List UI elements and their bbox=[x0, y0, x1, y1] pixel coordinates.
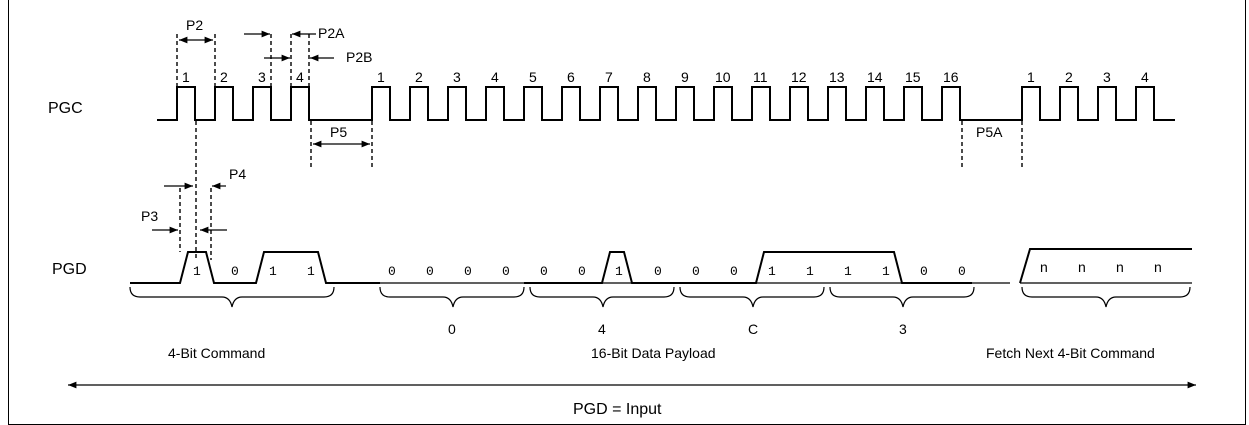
p3-label: P3 bbox=[141, 208, 158, 224]
nibble-value: C bbox=[748, 321, 758, 337]
nibble-values: 0 4 C 3 bbox=[448, 321, 907, 337]
data-bit: 1 bbox=[806, 264, 814, 279]
data-bit: 1 bbox=[307, 264, 315, 279]
nibble-value: 4 bbox=[598, 321, 606, 337]
group-braces bbox=[129, 286, 1191, 308]
data-bit: 0 bbox=[231, 264, 239, 279]
pgd-signal-label: PGD bbox=[52, 261, 87, 278]
data-bit: n bbox=[1116, 259, 1124, 275]
data-bit: 0 bbox=[388, 264, 396, 279]
data-bit: 0 bbox=[920, 264, 928, 279]
p2-timing-marker: P2 bbox=[176, 17, 216, 86]
nibble-brace bbox=[529, 286, 675, 308]
clock-number: 2 bbox=[220, 69, 228, 85]
clock-number: 10 bbox=[715, 69, 731, 85]
command-group-label: 4-Bit Command bbox=[168, 345, 265, 361]
p4-label: P4 bbox=[229, 166, 246, 182]
clock-number: 3 bbox=[258, 69, 266, 85]
data-bit: 1 bbox=[768, 264, 776, 279]
clock-number: 12 bbox=[791, 69, 807, 85]
clock-number: 7 bbox=[605, 69, 613, 85]
pgd-command-bits: 1 0 1 1 bbox=[193, 264, 315, 279]
data-bit: 0 bbox=[464, 264, 472, 279]
data-bit: n bbox=[1154, 259, 1162, 275]
clock-number: 9 bbox=[681, 69, 689, 85]
clock-number: 11 bbox=[753, 69, 768, 85]
pgc-next-clock-numbers: 1 2 3 4 bbox=[1027, 69, 1149, 85]
nibble-value: 3 bbox=[899, 321, 907, 337]
clock-number: 1 bbox=[377, 69, 385, 85]
p2a-p2b-timing-marker: P2A P2B bbox=[244, 25, 372, 86]
pgc-waveform bbox=[157, 86, 1175, 121]
next-command-brace bbox=[1021, 286, 1191, 308]
data-bit: 1 bbox=[269, 264, 277, 279]
command-brace bbox=[129, 286, 335, 308]
data-bit: 0 bbox=[426, 264, 434, 279]
next-command-group-label: Fetch Next 4-Bit Command bbox=[986, 345, 1155, 361]
nibble-brace bbox=[829, 286, 975, 308]
p3-p4-timing-marker: P4 P3 bbox=[141, 121, 246, 260]
data-bit: 0 bbox=[730, 264, 738, 279]
clock-number: 15 bbox=[905, 69, 921, 85]
clock-number: 14 bbox=[867, 69, 883, 85]
pgc-command-clock-numbers: 1 2 3 4 bbox=[182, 69, 304, 85]
clock-number: 3 bbox=[453, 69, 461, 85]
clock-number: 16 bbox=[943, 69, 959, 85]
clock-number: 2 bbox=[415, 69, 423, 85]
p2a-label: P2A bbox=[318, 25, 345, 41]
nibble-brace bbox=[679, 286, 825, 308]
clock-number: 8 bbox=[643, 69, 651, 85]
data-bit: n bbox=[1078, 259, 1086, 275]
clock-number: 1 bbox=[182, 69, 190, 85]
data-bit: 1 bbox=[882, 264, 890, 279]
data-bit: 0 bbox=[578, 264, 586, 279]
p5a-label: P5A bbox=[976, 124, 1003, 140]
pgc-signal-label: PGC bbox=[48, 100, 83, 117]
clock-number: 4 bbox=[1141, 69, 1149, 85]
data-bit: 1 bbox=[844, 264, 852, 279]
clock-number: 1 bbox=[1027, 69, 1035, 85]
data-bit: 1 bbox=[193, 264, 201, 279]
direction-label: PGD = Input bbox=[573, 401, 662, 418]
clock-number: 2 bbox=[1065, 69, 1073, 85]
clock-number: 3 bbox=[1103, 69, 1111, 85]
nibble-brace bbox=[379, 286, 525, 308]
nibble-value: 0 bbox=[448, 321, 456, 337]
clock-number: 4 bbox=[296, 69, 304, 85]
data-bit: 0 bbox=[502, 264, 510, 279]
data-bit: 0 bbox=[958, 264, 966, 279]
p2-label: P2 bbox=[186, 17, 203, 33]
p5-label: P5 bbox=[330, 124, 347, 140]
clock-number: 4 bbox=[491, 69, 499, 85]
pgd-payload-bits: 0 0 0 0 0 0 1 0 0 0 1 1 1 1 0 0 bbox=[388, 264, 966, 279]
p5a-timing-marker: P5A bbox=[961, 121, 1023, 168]
clock-number: 6 bbox=[567, 69, 575, 85]
data-bit: n bbox=[1040, 259, 1048, 275]
data-bit: 0 bbox=[654, 264, 662, 279]
data-bit: 1 bbox=[615, 264, 623, 279]
p2b-label: P2B bbox=[346, 49, 372, 65]
data-bit: 0 bbox=[540, 264, 548, 279]
pgc-payload-clock-numbers: 1 2 3 4 5 6 7 8 9 10 11 12 13 14 15 16 bbox=[377, 69, 959, 85]
clock-number: 13 bbox=[829, 69, 845, 85]
clock-number: 5 bbox=[529, 69, 537, 85]
payload-group-label: 16-Bit Data Payload bbox=[591, 345, 716, 361]
p5-timing-marker: P5 bbox=[310, 121, 373, 168]
data-bit: 0 bbox=[692, 264, 700, 279]
pgd-waveform bbox=[130, 248, 1192, 284]
pgd-next-command-bits: n n n n bbox=[1040, 259, 1162, 275]
